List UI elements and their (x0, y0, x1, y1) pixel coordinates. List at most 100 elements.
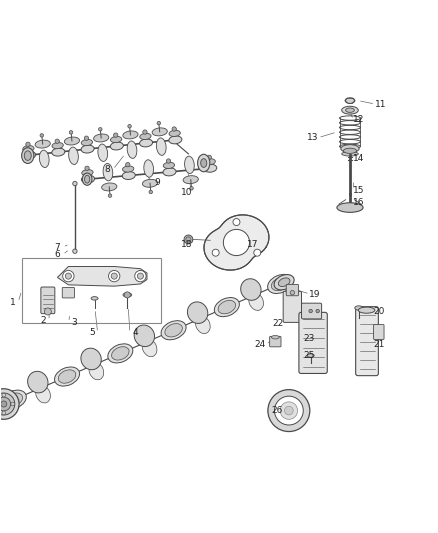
Ellipse shape (81, 145, 94, 153)
Circle shape (73, 181, 77, 185)
Ellipse shape (169, 130, 180, 136)
Ellipse shape (64, 137, 80, 145)
FancyBboxPatch shape (283, 292, 301, 322)
Circle shape (186, 237, 191, 242)
Ellipse shape (94, 134, 109, 142)
Text: 6: 6 (55, 250, 60, 259)
Ellipse shape (134, 325, 155, 346)
Ellipse shape (127, 141, 137, 158)
Ellipse shape (85, 175, 90, 183)
Text: 9: 9 (154, 178, 160, 187)
Circle shape (135, 270, 146, 282)
Ellipse shape (28, 372, 48, 393)
Text: 20: 20 (373, 306, 385, 316)
Ellipse shape (241, 279, 261, 300)
Circle shape (290, 290, 294, 295)
Ellipse shape (346, 108, 354, 112)
FancyBboxPatch shape (41, 287, 55, 313)
Circle shape (184, 235, 193, 244)
Text: 14: 14 (353, 154, 364, 163)
Ellipse shape (169, 136, 182, 144)
Circle shape (172, 127, 177, 131)
Ellipse shape (272, 277, 289, 290)
Circle shape (268, 390, 310, 432)
Text: 23: 23 (304, 334, 315, 343)
Ellipse shape (278, 278, 290, 287)
Text: 16: 16 (353, 198, 364, 207)
Ellipse shape (122, 172, 135, 180)
Ellipse shape (204, 159, 215, 165)
Polygon shape (57, 266, 147, 286)
Ellipse shape (195, 316, 210, 334)
Ellipse shape (201, 159, 207, 167)
Circle shape (2, 393, 6, 397)
Text: 26: 26 (271, 406, 283, 415)
Circle shape (149, 190, 152, 193)
Ellipse shape (342, 152, 358, 156)
Text: 19: 19 (309, 289, 321, 298)
Ellipse shape (156, 138, 166, 155)
Circle shape (207, 155, 212, 159)
Ellipse shape (24, 151, 31, 160)
Circle shape (2, 411, 6, 415)
Text: 18: 18 (180, 240, 192, 249)
Text: 22: 22 (272, 319, 283, 328)
Circle shape (0, 397, 11, 411)
Circle shape (285, 406, 293, 415)
Ellipse shape (81, 175, 95, 183)
Ellipse shape (343, 148, 357, 154)
Text: 1: 1 (10, 298, 16, 307)
Text: 5: 5 (89, 328, 95, 337)
Ellipse shape (341, 144, 359, 152)
Circle shape (108, 194, 112, 197)
Ellipse shape (140, 139, 152, 147)
Circle shape (126, 163, 130, 167)
Ellipse shape (183, 176, 198, 184)
Ellipse shape (110, 136, 122, 143)
Ellipse shape (184, 156, 194, 174)
Ellipse shape (355, 306, 363, 310)
Polygon shape (204, 215, 269, 270)
FancyBboxPatch shape (299, 312, 327, 374)
Text: 15: 15 (353, 185, 364, 195)
Circle shape (65, 273, 71, 279)
Ellipse shape (110, 142, 124, 150)
Circle shape (275, 396, 303, 425)
Ellipse shape (337, 203, 363, 212)
Circle shape (190, 187, 193, 190)
Circle shape (55, 139, 60, 143)
Ellipse shape (55, 367, 80, 386)
Circle shape (84, 136, 88, 140)
Circle shape (223, 229, 250, 256)
Ellipse shape (58, 370, 76, 383)
Circle shape (26, 142, 30, 147)
Text: 7: 7 (55, 243, 60, 252)
Circle shape (1, 401, 7, 407)
Ellipse shape (98, 144, 108, 161)
Circle shape (85, 166, 89, 171)
Circle shape (73, 249, 77, 253)
FancyBboxPatch shape (356, 306, 378, 376)
Ellipse shape (140, 133, 151, 140)
Ellipse shape (307, 354, 314, 357)
Circle shape (138, 273, 144, 279)
Ellipse shape (342, 106, 358, 114)
Ellipse shape (161, 321, 186, 340)
Ellipse shape (21, 148, 34, 164)
Ellipse shape (5, 393, 22, 406)
Ellipse shape (102, 183, 117, 191)
Ellipse shape (69, 147, 78, 165)
Circle shape (113, 133, 118, 138)
Ellipse shape (249, 293, 264, 310)
Ellipse shape (82, 173, 92, 185)
FancyBboxPatch shape (270, 336, 281, 347)
Ellipse shape (35, 385, 50, 403)
Ellipse shape (123, 131, 138, 139)
Ellipse shape (345, 98, 355, 103)
Ellipse shape (358, 307, 375, 313)
Circle shape (280, 402, 297, 419)
Ellipse shape (82, 169, 93, 176)
Ellipse shape (103, 164, 113, 181)
Circle shape (233, 219, 240, 225)
Ellipse shape (268, 274, 293, 294)
